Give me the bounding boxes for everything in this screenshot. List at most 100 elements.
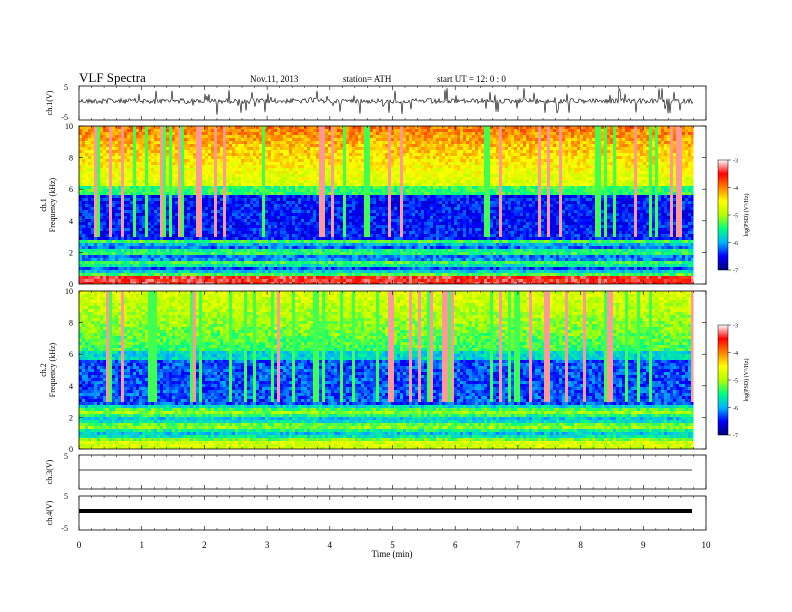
spectrogram-cell — [136, 144, 139, 147]
spectrogram-cell — [133, 234, 136, 237]
spectrogram-cell — [169, 183, 172, 186]
spectrogram-cell — [163, 204, 166, 207]
spectrogram-cell — [193, 132, 196, 135]
spectrogram-cell — [196, 177, 199, 180]
spectrogram-cell — [148, 279, 151, 282]
spectrogram-cell — [175, 249, 178, 252]
spectrogram-cell — [184, 138, 187, 141]
spectrogram-cell — [202, 270, 205, 273]
spectrogram-cell — [136, 219, 139, 222]
spectrogram-cell — [160, 261, 163, 264]
spectrogram-cell — [145, 189, 148, 192]
spectrogram-cell — [196, 264, 199, 267]
spectrogram-cell — [235, 144, 238, 147]
spectrogram-cell — [154, 237, 157, 240]
spectrogram-cell — [127, 153, 130, 156]
spectrogram-cell — [220, 198, 223, 201]
spectrogram-cell — [142, 234, 145, 237]
spectrogram-cell — [175, 144, 178, 147]
spectrogram-cell — [238, 195, 241, 198]
spectrogram-cell — [112, 180, 115, 183]
spectrogram-cell — [100, 147, 103, 150]
spectrogram-cell — [88, 210, 91, 213]
spectrogram-cell — [178, 264, 181, 267]
spectrogram-cell — [148, 174, 151, 177]
spectrogram-cell — [94, 189, 97, 192]
spectrogram-cell — [100, 201, 103, 204]
spectrogram-cell — [223, 279, 226, 282]
spectrogram-cell — [145, 180, 148, 183]
spectrogram-cell — [97, 267, 100, 270]
spectrogram-cell — [100, 126, 103, 129]
spectrogram-cell — [151, 144, 154, 147]
spectrogram-cell — [124, 264, 127, 267]
spectrogram-cell — [136, 276, 139, 279]
spectrogram-cell — [106, 168, 109, 171]
spectrogram-cell — [217, 213, 220, 216]
spectrogram-cell — [193, 168, 196, 171]
spectrogram-cell — [196, 249, 199, 252]
spectrogram-cell — [211, 252, 214, 255]
spectrogram-cell — [85, 273, 88, 276]
spectrogram-cell — [109, 180, 112, 183]
spectrogram-cell — [145, 198, 148, 201]
spectrogram-cell — [187, 192, 190, 195]
spectrogram-cell — [229, 198, 232, 201]
spectrogram-cell — [130, 270, 133, 273]
spectrogram-cell — [115, 273, 118, 276]
spectrogram-cell — [217, 135, 220, 138]
spectrogram-cell — [214, 189, 217, 192]
spectrogram-cell — [238, 147, 241, 150]
spectrogram-cell — [142, 249, 145, 252]
spectrogram-cell — [82, 249, 85, 252]
spectrogram-cell — [148, 165, 151, 168]
spectrogram-cell — [103, 222, 106, 225]
spectrogram-cell — [145, 249, 148, 252]
spectrogram-cell — [148, 156, 151, 159]
spectrogram-cell — [97, 141, 100, 144]
spectrogram-cell — [103, 183, 106, 186]
spectrogram-cell — [175, 228, 178, 231]
spectrogram-cell — [97, 279, 100, 282]
spectrogram-cell — [106, 231, 109, 234]
spectrogram-cell — [190, 267, 193, 270]
spectrogram-cell — [109, 174, 112, 177]
spectrogram-cell — [169, 174, 172, 177]
spectrogram-cell — [124, 183, 127, 186]
spectrogram-cell — [160, 216, 163, 219]
spectrogram-cell — [79, 240, 82, 243]
spectrogram-cell — [193, 231, 196, 234]
spectrogram-cell — [163, 126, 166, 129]
spectrogram-cell — [229, 138, 232, 141]
spectrogram-cell — [232, 168, 235, 171]
spectrogram-cell — [91, 180, 94, 183]
spectrogram-cell — [208, 156, 211, 159]
spectrogram-cell — [214, 156, 217, 159]
spectrogram-cell — [166, 243, 169, 246]
spectrogram-cell — [226, 213, 229, 216]
spectrogram-cell — [193, 126, 196, 129]
spectrogram-cell — [82, 255, 85, 258]
spectrogram-cell — [103, 129, 106, 132]
spectrogram-cell — [235, 147, 238, 150]
spectrogram-cell — [181, 195, 184, 198]
spectrogram-cell — [169, 159, 172, 162]
spectrogram-cell — [235, 180, 238, 183]
spectrogram-cell — [169, 267, 172, 270]
spectrogram-cell — [79, 195, 82, 198]
spectrogram-cell — [208, 216, 211, 219]
spectrogram-cell — [190, 186, 193, 189]
spectrogram-cell — [139, 267, 142, 270]
spectrogram-cell — [82, 237, 85, 240]
spectrogram-cell — [136, 213, 139, 216]
spectrogram-cell — [229, 174, 232, 177]
spectrogram-cell — [157, 228, 160, 231]
spectrogram-cell — [151, 168, 154, 171]
spectrogram-cell — [109, 252, 112, 255]
spectrogram-cell — [181, 192, 184, 195]
spectrogram-cell — [151, 255, 154, 258]
spectrogram-cell — [136, 273, 139, 276]
spectrogram-cell — [94, 192, 97, 195]
spectrogram-cell — [145, 165, 148, 168]
spectrogram-cell — [103, 204, 106, 207]
